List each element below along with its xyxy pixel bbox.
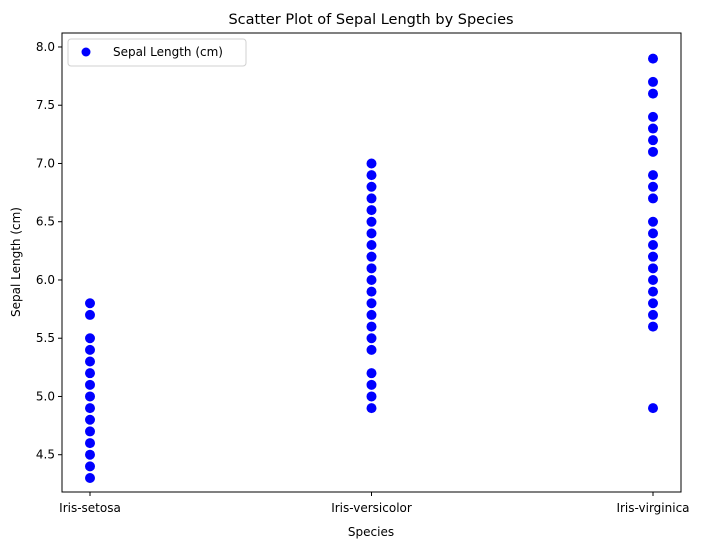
data-point (366, 391, 377, 402)
x-tick-label: Iris-virginica (616, 501, 689, 515)
data-point (366, 379, 377, 390)
data-point (648, 263, 658, 274)
x-tick-label: Iris-versicolor (331, 501, 412, 515)
data-point (366, 251, 377, 262)
data-point (648, 321, 658, 332)
data-point (648, 298, 658, 309)
x-tick-label: Iris-setosa (59, 501, 121, 515)
data-point (85, 356, 95, 367)
x-axis-label: Species (348, 525, 394, 539)
data-point (85, 344, 95, 355)
y-tick-label: 6.5 (36, 215, 55, 229)
data-point (366, 403, 377, 414)
y-tick-label: 5.0 (36, 389, 55, 403)
y-axis: 4.5 5.0 5.5 6.0 6.5 7.0 7.5 8.0 (36, 40, 62, 462)
data-point (648, 123, 658, 134)
data-point (648, 76, 658, 87)
data-point (366, 344, 377, 355)
chart-title: Scatter Plot of Sepal Length by Species (228, 12, 513, 28)
data-point (648, 274, 658, 285)
data-point (366, 216, 377, 227)
data-point (366, 274, 377, 285)
y-axis-label: Sepal Length (cm) (9, 207, 23, 317)
data-point (366, 333, 377, 344)
data-point (648, 170, 658, 181)
data-point (85, 309, 95, 320)
y-tick-label: 7.5 (36, 98, 55, 112)
data-point (85, 391, 95, 402)
data-point (366, 263, 377, 274)
data-point (85, 473, 95, 484)
y-tick-label: 6.0 (36, 273, 55, 287)
legend-box (67, 38, 247, 67)
data-point (85, 438, 95, 449)
data-point (366, 158, 377, 169)
y-tick-label: 7.0 (36, 156, 55, 170)
data-point (85, 414, 95, 425)
legend-label: Sepal Length (cm) (113, 45, 223, 59)
data-point (366, 309, 377, 320)
data-point (85, 298, 95, 309)
data-point (648, 286, 658, 297)
data-point (366, 286, 377, 297)
legend: Sepal Length (cm) (67, 38, 247, 67)
data-point (648, 135, 658, 146)
data-point (648, 193, 658, 204)
data-point (648, 403, 658, 414)
data-point (366, 170, 377, 181)
data-point (648, 146, 658, 157)
data-point (85, 449, 95, 460)
data-point (648, 181, 658, 192)
data-point (85, 333, 95, 344)
data-point (85, 379, 95, 390)
data-point (366, 181, 377, 192)
data-point (85, 368, 95, 379)
data-point (648, 88, 658, 99)
data-point (648, 216, 658, 227)
data-point (366, 298, 377, 309)
data-point (648, 309, 658, 320)
data-point (85, 403, 95, 414)
x-axis: Iris-setosa Iris-versicolor Iris-virginica (59, 492, 690, 515)
data-point (648, 228, 658, 239)
data-point (648, 53, 658, 64)
y-tick-label: 8.0 (36, 40, 55, 54)
data-point (366, 321, 377, 332)
data-point (366, 368, 377, 379)
data-point (648, 251, 658, 262)
data-point (366, 228, 377, 239)
data-point (648, 111, 658, 122)
data-point (85, 461, 95, 472)
legend-marker (81, 47, 91, 57)
data-points (85, 53, 658, 484)
data-point (648, 240, 658, 251)
plot-area (61, 32, 682, 493)
y-tick-label: 4.5 (36, 448, 55, 462)
data-point (366, 193, 377, 204)
data-point (366, 205, 377, 216)
y-tick-label: 5.5 (36, 331, 55, 345)
data-point (366, 240, 377, 251)
data-point (85, 426, 95, 437)
